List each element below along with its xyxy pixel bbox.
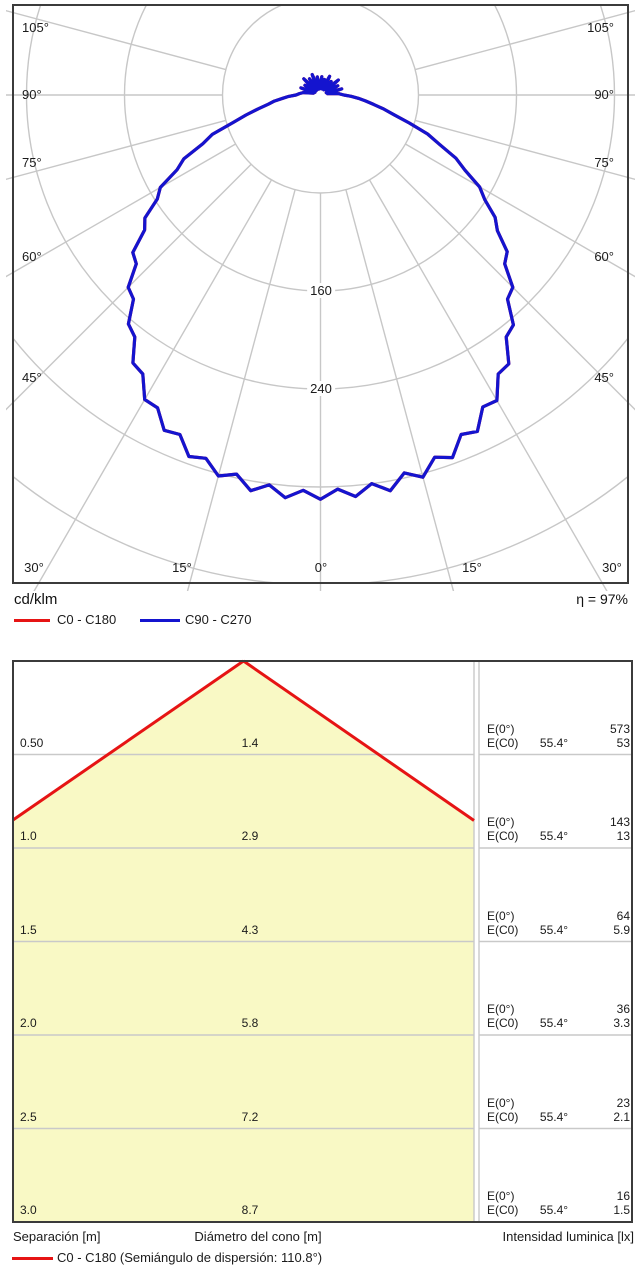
cone-row-diameter: 1.4 bbox=[241, 736, 259, 750]
polar-angle-label-bottom: 15° bbox=[172, 560, 192, 575]
footer-intensity-label: Intensidad luminica [lx] bbox=[502, 1229, 634, 1244]
polar-angle-label-right: 90° bbox=[594, 87, 614, 102]
cone-row-ec0-label: E(C0) bbox=[487, 1110, 519, 1124]
polar-angle-label-left: 90° bbox=[22, 87, 42, 102]
cone-row-diameter: 7.2 bbox=[241, 1110, 259, 1124]
footer-diameter-label: Diámetro del cono [m] bbox=[194, 1229, 322, 1244]
cone-edge-right bbox=[242, 659, 475, 822]
polar-angle-label-right: 105° bbox=[587, 20, 614, 35]
cone-row-e0-label: E(0°) bbox=[487, 1096, 515, 1110]
cone-row-diameter: 8.7 bbox=[241, 1203, 259, 1217]
footer-separation-label: Separación [m] bbox=[13, 1229, 101, 1244]
legend-label-c0-c180: C0 - C180 bbox=[57, 612, 117, 627]
cone-row-ec0-label: E(C0) bbox=[487, 1203, 519, 1217]
cone-row-separation: 2.0 bbox=[20, 1016, 37, 1030]
polar-angle-label-left: 45° bbox=[22, 370, 42, 385]
cone-row-ec0-value: 53 bbox=[616, 736, 630, 750]
cone-row-ec0-label: E(C0) bbox=[487, 829, 519, 843]
cone-row-separation: 1.0 bbox=[20, 829, 37, 843]
polar-angle-label-bottom: 0° bbox=[314, 560, 328, 575]
cone-row-e0-label: E(0°) bbox=[487, 815, 515, 829]
cone-legend-label: C0 - C180 (Semiángulo de dispersión: 110… bbox=[57, 1250, 323, 1265]
polar-ring-value-label: 240 bbox=[307, 381, 335, 396]
cone-row-separation: 1.5 bbox=[20, 923, 37, 937]
cone-row-e0-value: 143 bbox=[609, 815, 630, 829]
polar-angle-label-left: 60° bbox=[22, 249, 42, 264]
cone-legend-line bbox=[12, 1257, 53, 1260]
cone-row-separation: 3.0 bbox=[20, 1203, 37, 1217]
cone-row-diameter: 5.8 bbox=[241, 1016, 259, 1030]
cone-row-ec0-value: 1.5 bbox=[613, 1203, 630, 1217]
polar-unit-label: cd/klm bbox=[14, 591, 58, 608]
polar-angle-label-left: 75° bbox=[22, 155, 42, 170]
cone-row-e0-value: 64 bbox=[616, 909, 630, 923]
cone-row-e0-value: 16 bbox=[616, 1189, 630, 1203]
cone-row-ec0-value: 13 bbox=[616, 829, 630, 843]
legend-line-c0-c180 bbox=[14, 619, 50, 622]
cone-row-e0-label: E(0°) bbox=[487, 1002, 515, 1016]
polar-angle-label-bottom: 30° bbox=[24, 560, 44, 575]
cone-row-angle: 55.4° bbox=[539, 1016, 569, 1030]
cone-row-angle: 55.4° bbox=[539, 829, 569, 843]
legend-line-c90-c270 bbox=[140, 619, 180, 622]
cone-row-ec0-label: E(C0) bbox=[487, 736, 519, 750]
polar-ring-value-label: 160 bbox=[307, 283, 335, 298]
cone-row-e0-value: 573 bbox=[609, 722, 630, 736]
cone-row-e0-label: E(0°) bbox=[487, 1189, 515, 1203]
cone-row-ec0-value: 2.1 bbox=[613, 1110, 630, 1124]
cone-row-ec0-value: 5.9 bbox=[613, 923, 630, 937]
polar-efficiency-value: η = 97% bbox=[576, 591, 628, 607]
cone-row-diameter: 4.3 bbox=[241, 923, 259, 937]
polar-angle-label-right: 60° bbox=[594, 249, 614, 264]
polar-angle-label-right: 45° bbox=[594, 370, 614, 385]
cone-row-angle: 55.4° bbox=[539, 736, 569, 750]
cone-row-e0-value: 36 bbox=[616, 1002, 630, 1016]
cone-row-angle: 55.4° bbox=[539, 1110, 569, 1124]
cone-row-ec0-label: E(C0) bbox=[487, 923, 519, 937]
polar-angle-label-bottom: 30° bbox=[602, 560, 622, 575]
cone-row-separation: 0.50 bbox=[20, 736, 44, 750]
cone-row-angle: 55.4° bbox=[539, 923, 569, 937]
cone-row-ec0-label: E(C0) bbox=[487, 1016, 519, 1030]
cone-row-angle: 55.4° bbox=[539, 1203, 569, 1217]
cone-row-diameter: 2.9 bbox=[241, 829, 259, 843]
polar-angle-label-right: 75° bbox=[594, 155, 614, 170]
cone-row-e0-value: 23 bbox=[616, 1096, 630, 1110]
cone-row-e0-label: E(0°) bbox=[487, 722, 515, 736]
polar-angle-label-left: 105° bbox=[22, 20, 49, 35]
polar-grid bbox=[6, 5, 635, 591]
legend-label-c90-c270: C90 - C270 bbox=[185, 612, 252, 627]
cone-row-separation: 2.5 bbox=[20, 1110, 37, 1124]
polar-angle-label-bottom: 15° bbox=[462, 560, 482, 575]
cone-edge-left bbox=[12, 659, 245, 822]
cone-row-ec0-value: 3.3 bbox=[613, 1016, 630, 1030]
cone-row-e0-label: E(0°) bbox=[487, 909, 515, 923]
